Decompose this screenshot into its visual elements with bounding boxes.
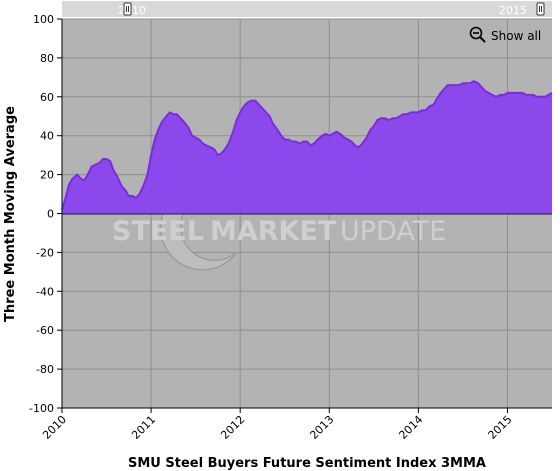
- y-tick-label: 20: [40, 169, 54, 182]
- y-axis-title: Three Month Moving Average: [3, 106, 18, 322]
- zoom-out-icon: [469, 26, 486, 43]
- x-axis-ticks: 2010 2011 2012 2013 2014 2015: [40, 408, 515, 442]
- y-tick-label: -20: [36, 246, 54, 259]
- series-layer: [61, 80, 553, 214]
- y-tick-label: 40: [40, 130, 54, 143]
- x-tick-label: 2012: [218, 413, 247, 442]
- series-area: [62, 81, 552, 214]
- show-all-label: Show all: [491, 29, 541, 43]
- watermark-market: MARKET: [210, 216, 337, 247]
- x-tick-label: 2015: [486, 413, 515, 442]
- navigator-left-handle[interactable]: [123, 2, 132, 16]
- y-tick-label: -60: [36, 324, 54, 337]
- y-tick-label: 100: [33, 13, 54, 26]
- series-line: [61, 80, 553, 210]
- watermark-steel: STEEL: [112, 216, 204, 247]
- x-axis-title: SMU Steel Buyers Future Sentiment Index …: [128, 456, 486, 471]
- y-axis-ticks: 100 80 60 40 20 0 -20 -40 -60 -80 -100: [29, 13, 62, 415]
- y-tick-label: -40: [36, 285, 54, 298]
- navigator-end-label: 2015: [499, 4, 527, 17]
- navigator-start-label: 2010: [118, 4, 146, 17]
- y-tick-label: -100: [29, 402, 54, 415]
- x-tick-label: 2011: [129, 413, 158, 442]
- watermark-update: UPDATE: [340, 216, 446, 247]
- range-navigator[interactable]: 2010 2015: [62, 1, 552, 17]
- y-tick-label: -80: [36, 363, 54, 376]
- y-tick-label: 80: [40, 52, 54, 65]
- show-all-button[interactable]: Show all: [469, 26, 542, 44]
- navigator-right-handle[interactable]: [536, 2, 545, 16]
- x-tick-label: 2010: [40, 413, 69, 442]
- x-tick-label: 2014: [396, 413, 425, 442]
- navigator-track[interactable]: [62, 1, 552, 17]
- y-tick-label: 60: [40, 91, 54, 104]
- y-tick-label: 0: [47, 208, 54, 221]
- x-tick-label: 2013: [307, 413, 336, 442]
